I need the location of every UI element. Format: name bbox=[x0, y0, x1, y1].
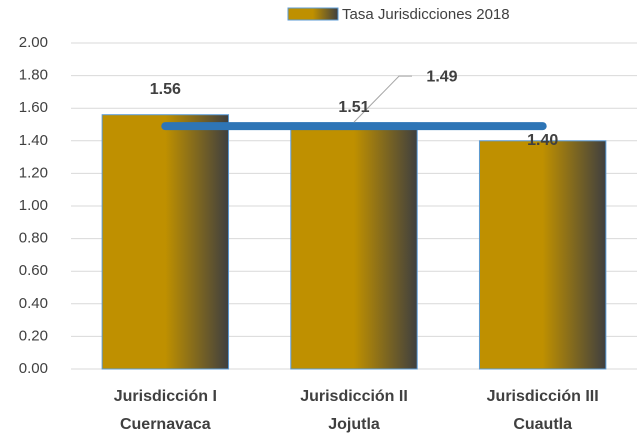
bar bbox=[478, 140, 607, 370]
y-tick-label: 0.00 bbox=[19, 360, 48, 377]
x-tick-label: Jurisdicción II bbox=[300, 388, 408, 405]
y-tick-label: 0.20 bbox=[19, 327, 48, 344]
y-tick-label: 1.00 bbox=[19, 197, 48, 214]
y-tick-label: 0.40 bbox=[19, 295, 48, 312]
x-tick-label: Jojutla bbox=[328, 416, 380, 433]
y-tick-label: 1.80 bbox=[19, 67, 48, 84]
y-tick-label: 1.60 bbox=[19, 99, 48, 116]
y-tick-label: 0.80 bbox=[19, 230, 48, 247]
y-tick-label: 1.20 bbox=[19, 164, 48, 181]
x-tick-label: Jurisdicción I bbox=[114, 388, 217, 405]
y-tick-label: 0.60 bbox=[19, 262, 48, 279]
bar bbox=[101, 114, 230, 370]
leader-line bbox=[353, 75, 412, 123]
x-tick-label: Cuautla bbox=[513, 416, 572, 433]
x-tick-label: Cuernavaca bbox=[120, 416, 211, 433]
x-tick-label: Jurisdicción III bbox=[487, 388, 599, 405]
value-label: 1.40 bbox=[527, 132, 558, 149]
legend-label: Tasa Jurisdicciones 2018 bbox=[342, 6, 510, 23]
reference-label: 1.49 bbox=[426, 68, 457, 85]
legend-swatch bbox=[287, 7, 339, 21]
y-tick-label: 1.40 bbox=[19, 132, 48, 149]
value-label: 1.56 bbox=[150, 81, 181, 98]
bar bbox=[290, 122, 418, 370]
value-label: 1.51 bbox=[338, 99, 369, 116]
y-tick-label: 2.00 bbox=[19, 34, 48, 51]
